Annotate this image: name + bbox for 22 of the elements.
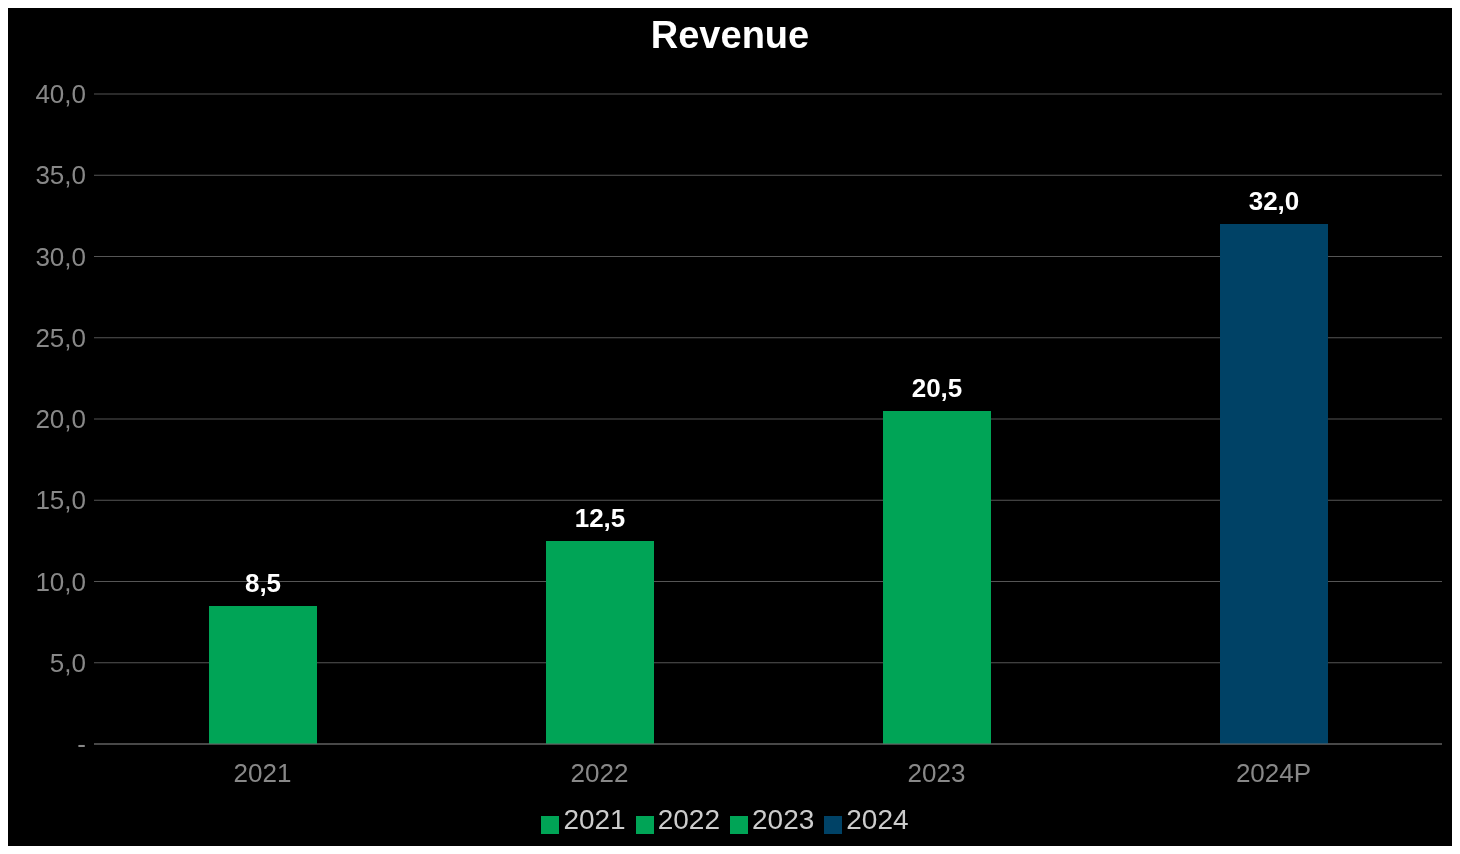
y-tick-label: -: [77, 729, 86, 760]
x-tick-label: 2022: [570, 758, 629, 789]
chart-title: Revenue: [649, 13, 811, 58]
y-tick-label: 10,0: [35, 566, 86, 597]
data-label: 8,5: [244, 567, 282, 598]
legend-label: 2023: [752, 804, 815, 835]
legend-label: 2021: [563, 804, 626, 835]
y-tick-label: 15,0: [35, 485, 86, 516]
legend-label: 2024: [846, 804, 909, 835]
data-label: 20,5: [911, 372, 963, 403]
y-tick-label: 30,0: [35, 241, 86, 272]
data-label: 12,5: [574, 502, 626, 533]
y-tick-label: 20,0: [35, 404, 86, 435]
x-tick-label: 2023: [907, 758, 966, 789]
y-tick-label: 5,0: [49, 647, 86, 678]
data-label: 32,0: [1248, 186, 1300, 216]
y-tick-label: 25,0: [35, 322, 86, 353]
x-tick-label: 2021: [233, 758, 292, 789]
x-tick-label: 2024P: [1235, 758, 1312, 789]
legend-label: 2022: [657, 804, 720, 835]
y-tick-label: 35,0: [35, 160, 86, 191]
y-tick-label: 40,0: [35, 79, 86, 110]
